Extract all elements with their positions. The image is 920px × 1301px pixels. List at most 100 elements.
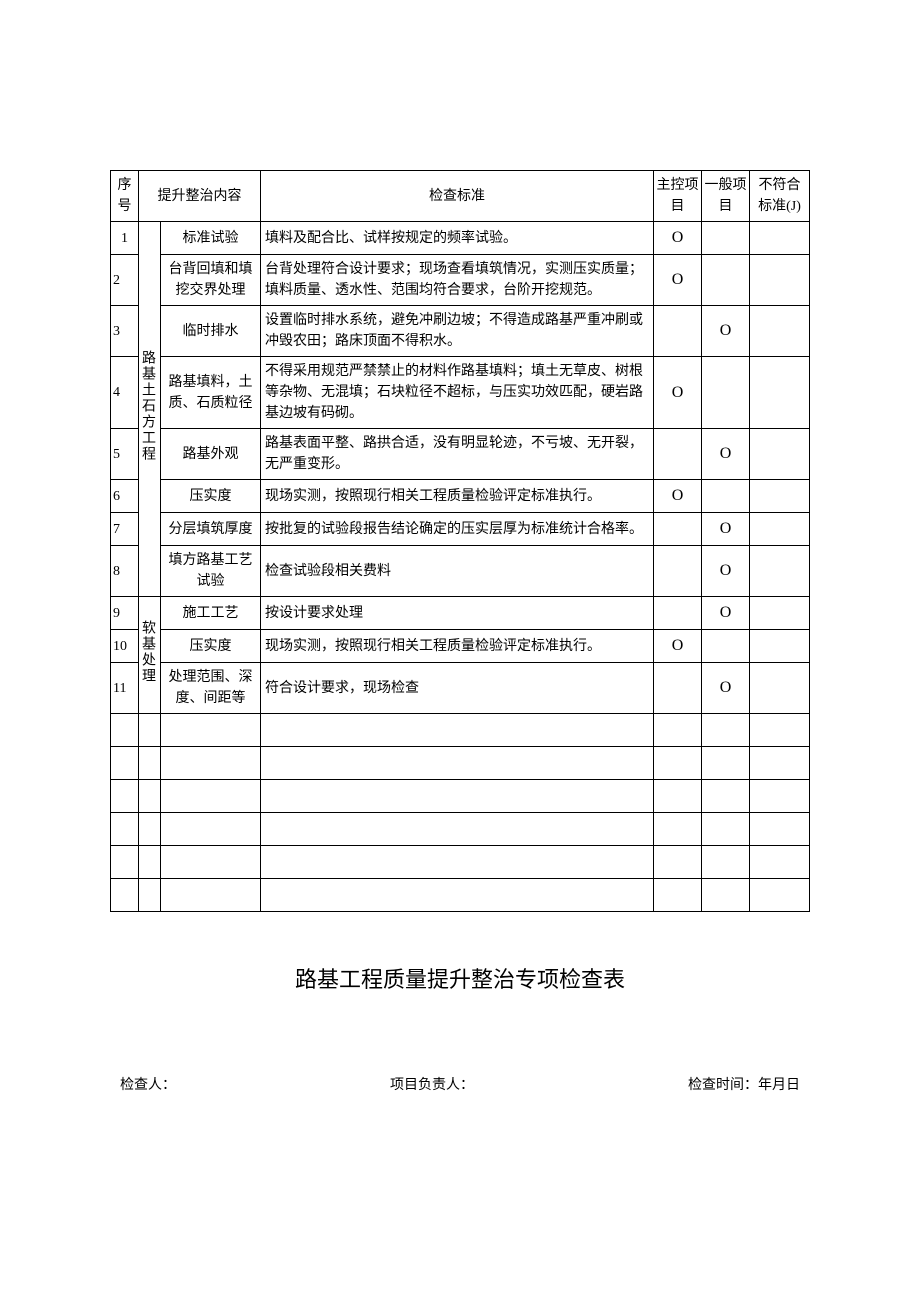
cell-item: 填方路基工艺试验: [161, 546, 261, 597]
cell-main: O: [654, 255, 702, 306]
cell-seq: 2: [111, 255, 139, 306]
cell-item: 施工工艺: [161, 597, 261, 630]
cell-seq: 1: [111, 222, 139, 255]
table-empty-row: [111, 813, 810, 846]
cell-item: 标准试验: [161, 222, 261, 255]
cell-gen: [702, 255, 750, 306]
cell-seq: 6: [111, 480, 139, 513]
inspection-table: 序号 提升整治内容 检查标准 主控项目 一般项目 不符合标准(J) 1 路基土石…: [110, 170, 810, 912]
cell-seq: 10: [111, 630, 139, 663]
cell-main: O: [654, 630, 702, 663]
cell-main: O: [654, 357, 702, 429]
page-title: 路基工程质量提升整治专项检查表: [110, 962, 810, 994]
cell-seq: 8: [111, 546, 139, 597]
cell-gen: [702, 480, 750, 513]
cell-std: 路基表面平整、路拱合适，没有明显轮迹，不亏坡、无开裂，无严重变形。: [261, 429, 654, 480]
cell-item: 压实度: [161, 630, 261, 663]
cell-gen: O: [702, 429, 750, 480]
table-row: 3 临时排水 设置临时排水系统，避免冲刷边坡；不得造成路基严重冲刷或冲毁农田；路…: [111, 306, 810, 357]
col-header-general: 一般项目: [702, 171, 750, 222]
table-empty-row: [111, 780, 810, 813]
footer-manager: 项目负责人：: [390, 1074, 474, 1094]
cell-std: 填料及配合比、试样按规定的频率试验。: [261, 222, 654, 255]
cell-fail: [750, 630, 810, 663]
table-row: 6 压实度 现场实测，按照现行相关工程质量检验评定标准执行。 O: [111, 480, 810, 513]
cell-gen: O: [702, 306, 750, 357]
cell-gen: O: [702, 597, 750, 630]
cell-category-1: 路基土石方工程: [139, 222, 161, 597]
table-row: 9 软基处理 施工工艺 按设计要求处理 O: [111, 597, 810, 630]
table-empty-row: [111, 747, 810, 780]
table-header-row: 序号 提升整治内容 检查标准 主控项目 一般项目 不符合标准(J): [111, 171, 810, 222]
col-header-standard: 检查标准: [261, 171, 654, 222]
cell-gen: [702, 630, 750, 663]
document-page: 序号 提升整治内容 检查标准 主控项目 一般项目 不符合标准(J) 1 路基土石…: [0, 0, 920, 1154]
col-header-seq: 序号: [111, 171, 139, 222]
cell-fail: [750, 480, 810, 513]
cell-main: [654, 513, 702, 546]
cell-seq: 11: [111, 663, 139, 714]
cell-main: [654, 546, 702, 597]
cell-fail: [750, 513, 810, 546]
cell-std: 台背处理符合设计要求；现场查看填筑情况，实测压实质量；填料质量、透水性、范围均符…: [261, 255, 654, 306]
cell-fail: [750, 597, 810, 630]
table-row: 1 路基土石方工程 标准试验 填料及配合比、试样按规定的频率试验。 O: [111, 222, 810, 255]
col-header-main: 主控项目: [654, 171, 702, 222]
cell-item: 台背回填和填挖交界处理: [161, 255, 261, 306]
cell-gen: O: [702, 513, 750, 546]
table-empty-row: [111, 846, 810, 879]
cell-main: O: [654, 222, 702, 255]
cell-fail: [750, 663, 810, 714]
cell-std: 现场实测，按照现行相关工程质量检验评定标准执行。: [261, 630, 654, 663]
table-empty-row: [111, 879, 810, 912]
table-row: 5 路基外观 路基表面平整、路拱合适，没有明显轮迹，不亏坡、无开裂，无严重变形。…: [111, 429, 810, 480]
cell-gen: O: [702, 663, 750, 714]
cell-seq: 4: [111, 357, 139, 429]
cell-fail: [750, 222, 810, 255]
cell-std: 检查试验段相关费料: [261, 546, 654, 597]
cell-main: O: [654, 480, 702, 513]
cell-std: 设置临时排水系统，避免冲刷边坡；不得造成路基严重冲刷或冲毁农田；路床顶面不得积水…: [261, 306, 654, 357]
cell-fail: [750, 306, 810, 357]
cell-gen: [702, 357, 750, 429]
cell-item: 压实度: [161, 480, 261, 513]
cell-main: [654, 429, 702, 480]
table-row: 10 压实度 现场实测，按照现行相关工程质量检验评定标准执行。 O: [111, 630, 810, 663]
table-row: 11 处理范围、深度、间距等 符合设计要求，现场检查 O: [111, 663, 810, 714]
category-label: 软基处理: [141, 620, 158, 684]
cell-item: 分层填筑厚度: [161, 513, 261, 546]
cell-seq: 3: [111, 306, 139, 357]
cell-std: 不得采用规范严禁禁止的材料作路基填料；填土无草皮、树根等杂物、无混填；石块粒径不…: [261, 357, 654, 429]
cell-std: 按设计要求处理: [261, 597, 654, 630]
cell-main: [654, 597, 702, 630]
cell-category-2: 软基处理: [139, 597, 161, 714]
footer-inspector: 检查人：: [120, 1074, 176, 1094]
cell-seq: 7: [111, 513, 139, 546]
cell-seq: 5: [111, 429, 139, 480]
cell-std: 现场实测，按照现行相关工程质量检验评定标准执行。: [261, 480, 654, 513]
cell-item: 路基外观: [161, 429, 261, 480]
cell-std: 符合设计要求，现场检查: [261, 663, 654, 714]
col-header-content: 提升整治内容: [139, 171, 261, 222]
table-row: 2 台背回填和填挖交界处理 台背处理符合设计要求；现场查看填筑情况，实测压实质量…: [111, 255, 810, 306]
cell-item: 处理范围、深度、间距等: [161, 663, 261, 714]
cell-fail: [750, 255, 810, 306]
table-row: 8 填方路基工艺试验 检查试验段相关费料 O: [111, 546, 810, 597]
footer-row: 检查人： 项目负责人： 检查时间：年月日: [110, 1074, 810, 1094]
col-header-fail: 不符合标准(J): [750, 171, 810, 222]
category-label: 路基土石方工程: [141, 350, 158, 462]
table-row: 7 分层填筑厚度 按批复的试验段报告结论确定的压实层厚为标准统计合格率。 O: [111, 513, 810, 546]
footer-time: 检查时间：年月日: [688, 1074, 800, 1094]
cell-seq: 9: [111, 597, 139, 630]
cell-main: [654, 663, 702, 714]
cell-gen: O: [702, 546, 750, 597]
cell-std: 按批复的试验段报告结论确定的压实层厚为标准统计合格率。: [261, 513, 654, 546]
cell-fail: [750, 546, 810, 597]
table-empty-row: [111, 714, 810, 747]
table-row: 4 路基填料，土质、石质粒径 不得采用规范严禁禁止的材料作路基填料；填土无草皮、…: [111, 357, 810, 429]
cell-fail: [750, 357, 810, 429]
cell-gen: [702, 222, 750, 255]
cell-item: 路基填料，土质、石质粒径: [161, 357, 261, 429]
cell-fail: [750, 429, 810, 480]
cell-item: 临时排水: [161, 306, 261, 357]
